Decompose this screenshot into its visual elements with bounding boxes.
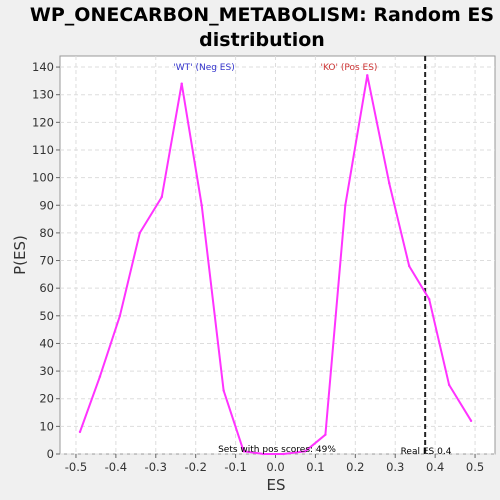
chart-title-line-1: WP_ONECARBON_METABOLISM: Random ES [30,4,494,26]
x-axis-ticks: -0.5 -0.4 -0.3 -0.2 -0.1 0.0 0.1 0.2 0.3 0.4 0.5 [65,454,484,474]
data-point [200,204,203,207]
data-point [98,375,102,378]
y-tick-label: 0 [47,447,54,461]
plot-area [59,55,496,455]
y-tick-label: 140 [32,60,54,74]
x-tick-label: -0.2 [184,460,206,474]
y-tick-label: 30 [39,364,54,378]
data-point [388,181,391,185]
x-tick-label: 0.3 [386,460,404,474]
series-line [79,74,472,455]
data-point [447,383,451,387]
x-tick-label: 0.4 [426,460,444,474]
gridlines [60,56,495,455]
y-tick-label: 60 [39,281,54,295]
data-point [222,389,225,392]
data-point [407,264,411,268]
real-es-annotation: Real ES 0.4 [401,447,452,457]
data-point [366,74,369,77]
x-tick-label: 0.2 [346,460,364,474]
x-tick-label: -0.4 [105,460,127,474]
x-tick-label: 0.1 [306,460,324,474]
y-tick-label: 40 [39,336,54,350]
y-axis-ticks: 0 10 20 30 40 50 60 70 80 90 100 110 120 130 140 [32,60,60,461]
y-tick-label: 10 [39,419,54,433]
y-tick-label: 120 [32,115,54,129]
x-tick-label: 0.5 [466,460,484,474]
data-point [324,433,327,436]
data-point [118,314,122,318]
x-tick-label: -0.3 [145,460,167,474]
x-tick-label: -0.5 [65,460,87,474]
y-tick-label: 100 [32,171,54,185]
y-axis-label: P(ES) [11,235,29,275]
y-tick-label: 90 [39,198,54,212]
y-tick-label: 20 [39,392,54,406]
y-tick-label: 80 [39,226,54,240]
data-point [160,195,163,199]
data-point [78,430,82,434]
pos-scores-annotation: Sets with pos scores: 49% [218,445,336,455]
data-point [304,450,307,453]
y-tick-label: 70 [39,254,54,268]
data-point [242,450,245,453]
y-tick-label: 110 [32,143,54,157]
y-tick-label: 130 [32,88,54,102]
x-axis-label: ES [267,476,286,494]
series-group [78,74,473,456]
pos-es-label: 'KO' (Pos ES) [321,63,378,73]
data-point [262,452,265,456]
data-point [344,204,347,207]
data-point [469,419,473,423]
x-tick-label: -0.1 [224,460,246,474]
data-point [180,82,183,85]
chart-title-line-2: distribution [199,29,325,51]
data-point [282,452,285,456]
x-tick-label: 0.0 [266,460,284,474]
y-tick-label: 50 [39,309,54,323]
data-point [427,298,431,301]
neg-es-label: 'WT' (Neg ES) [173,63,234,73]
data-point [138,231,142,235]
